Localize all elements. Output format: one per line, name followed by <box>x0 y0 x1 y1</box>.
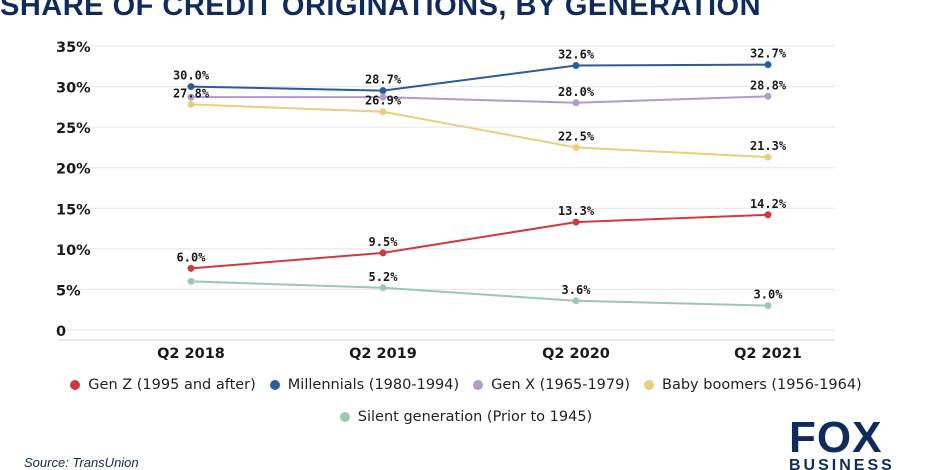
data-label-baby-boomers: 27.8% <box>173 86 210 100</box>
data-point-millennials <box>379 87 387 95</box>
data-point-silent-generation <box>572 297 580 305</box>
legend-marker-millennials <box>269 380 280 390</box>
y-tick-label: 5% <box>56 283 81 299</box>
data-point-silent-generation <box>764 302 772 310</box>
data-point-gen-z <box>187 264 195 272</box>
data-point-gen-x <box>379 93 387 101</box>
y-tick-label: 15% <box>56 202 91 218</box>
source-note: Source: TransUnion <box>24 455 139 470</box>
data-point-gen-x <box>572 99 580 107</box>
data-point-silent-generation <box>187 277 195 285</box>
logo-business-text: BUSINESS <box>789 457 895 470</box>
data-point-millennials <box>764 61 772 69</box>
y-tick-label: 35% <box>56 40 91 56</box>
data-label-silent-generation: 5.2% <box>369 270 399 284</box>
legend-item-silent-generation: Silent generation (Prior to 1945) <box>339 409 593 425</box>
series-line-silent-generation <box>190 280 769 307</box>
data-label-silent-generation: 3.0% <box>754 288 784 302</box>
data-point-baby-boomers <box>764 153 772 161</box>
line-chart: 0 5% 10% 15% 20% 25% 30% 35% Q2 2018 Q2 2019 Q2 20… <box>56 40 835 362</box>
series-line-gen-z <box>190 213 769 270</box>
legend-marker-gen-z <box>70 380 81 390</box>
data-label-gen-z: 13.3% <box>558 204 595 218</box>
legend-item-gen-x: Gen X (1965-1979) <box>473 377 630 393</box>
y-tick-label: 25% <box>56 121 91 137</box>
series-line-millennials <box>190 63 769 92</box>
series-line-baby-boomers <box>190 103 769 159</box>
y-tick-label: 10% <box>56 243 91 259</box>
data-label-millennials: 28.7% <box>365 73 402 87</box>
legend-label-baby-boomers: Baby boomers (1956-1964) <box>662 377 862 393</box>
data-point-millennials <box>572 61 580 69</box>
data-label-millennials: 30.0% <box>173 69 210 83</box>
y-tick-label: 30% <box>56 81 91 97</box>
data-point-silent-generation <box>379 284 387 292</box>
legend-row-2: Silent generation (Prior to 1945) <box>0 404 932 430</box>
data-point-baby-boomers <box>187 100 195 108</box>
data-label-baby-boomers: 22.5% <box>558 129 595 143</box>
legend-marker-silent-generation <box>339 412 350 422</box>
data-label-baby-boomers: 21.3% <box>750 139 787 153</box>
data-label-gen-x: 28.0% <box>558 85 595 99</box>
data-point-gen-z <box>379 249 387 257</box>
data-point-millennials <box>187 83 195 91</box>
legend-label-millennials: Millennials (1980-1994) <box>287 377 460 393</box>
x-tick-label: Q2 2018 <box>157 346 225 362</box>
legend-item-millennials: Millennials (1980-1994) <box>269 377 460 393</box>
data-label-gen-x: 28.8% <box>750 78 787 92</box>
data-label-gen-z: 6.0% <box>177 250 207 264</box>
legend-label-gen-z: Gen Z (1995 and after) <box>88 377 256 393</box>
data-label-silent-generation: 3.6% <box>562 283 592 297</box>
data-label-millennials: 32.7% <box>750 47 787 61</box>
legend-item-gen-z: Gen Z (1995 and after) <box>70 377 256 393</box>
data-label-baby-boomers: 26.9% <box>365 94 402 108</box>
legend-row-1: Gen Z (1995 and after) Millennials (1980… <box>0 372 932 398</box>
data-point-gen-x <box>764 92 772 100</box>
data-point-gen-x <box>187 93 195 101</box>
x-tick-label: Q2 2020 <box>542 346 610 362</box>
chart-title: SHARE OF CREDIT ORIGINATIONS, BY GENERAT… <box>0 0 762 22</box>
data-label-gen-z: 14.2% <box>750 197 787 211</box>
data-label-millennials: 32.6% <box>558 47 595 61</box>
legend-marker-baby-boomers <box>644 380 655 390</box>
legend-label-silent-generation: Silent generation (Prior to 1945) <box>357 409 593 425</box>
legend-label-gen-x: Gen X (1965-1979) <box>491 377 631 393</box>
chart-legend: Gen Z (1995 and after) Millennials (1980… <box>0 372 932 436</box>
legend-item-baby-boomers: Baby boomers (1956-1964) <box>644 377 862 393</box>
y-tick-label: 20% <box>56 162 91 178</box>
fox-business-logo: FOX BUSINESS <box>789 416 913 470</box>
logo-fox-text: FOX <box>789 416 883 462</box>
data-label-gen-z: 9.5% <box>369 235 399 249</box>
legend-marker-gen-x <box>473 380 484 390</box>
data-point-baby-boomers <box>572 143 580 151</box>
x-tick-label: Q2 2019 <box>349 346 417 362</box>
data-point-gen-z <box>764 211 772 219</box>
series-line-gen-x <box>191 95 769 104</box>
data-point-baby-boomers <box>379 108 387 116</box>
x-tick-label: Q2 2021 <box>734 346 802 362</box>
y-tick-label: 0 <box>56 324 66 340</box>
data-point-gen-z <box>572 218 580 226</box>
